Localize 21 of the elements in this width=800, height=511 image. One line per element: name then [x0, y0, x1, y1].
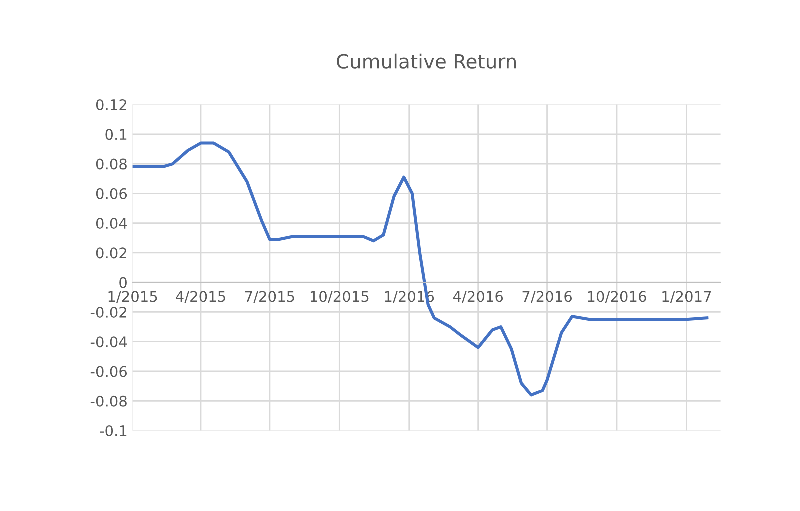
- chart-title: Cumulative Return: [337, 54, 516, 69]
- y-tick-label: 0.06: [96, 188, 128, 200]
- y-tick-label: 0.04: [96, 218, 128, 230]
- y-tick-label: -0.06: [90, 366, 128, 378]
- x-tick-label: 7/2016: [522, 291, 572, 304]
- y-tick-label: -0.02: [90, 306, 126, 318]
- x-tick-label: 4/2015: [176, 291, 226, 304]
- x-tick-label: 1/2017: [662, 291, 712, 304]
- y-tick-label: 0.02: [96, 248, 126, 259]
- y-tick-label: -0.04: [90, 336, 128, 348]
- x-tick-label: 1/2015: [108, 291, 158, 304]
- y-tick-label: 0.08: [96, 158, 127, 170]
- y-tick-label: -0.1: [100, 425, 127, 437]
- y-tick-label: 0: [120, 277, 127, 288]
- x-tick-label: 7/2015: [245, 291, 294, 304]
- x-tick-label: 10/2016: [588, 291, 646, 304]
- y-tick-label: -0.08: [90, 396, 127, 407]
- y-tick-label: 0.12: [96, 99, 126, 111]
- x-tick-label: 4/2016: [453, 291, 504, 304]
- x-tick-label: 10/2015: [310, 291, 369, 304]
- y-tick-label: 0.1: [106, 129, 127, 140]
